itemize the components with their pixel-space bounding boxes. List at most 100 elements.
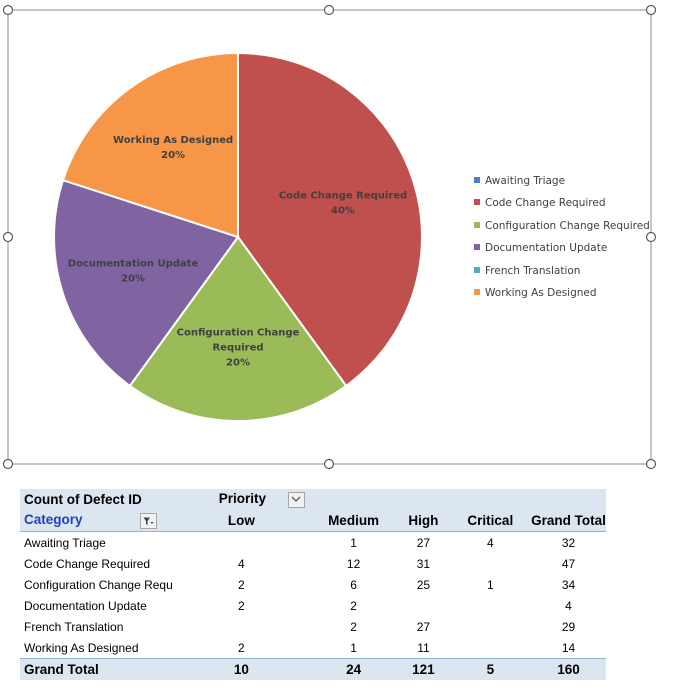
legend-swatch	[474, 244, 480, 251]
resize-handle[interactable]	[323, 458, 335, 470]
table-cell	[397, 595, 449, 616]
col-header-grand-total: Grand Total	[531, 510, 606, 532]
row-label: Working As Designed	[24, 640, 139, 655]
pivot-title: Count of Defect ID	[20, 489, 173, 510]
table-cell: 1	[350, 535, 357, 550]
table-cell: 27	[416, 535, 431, 550]
legend-item[interactable]: Awaiting Triage	[474, 172, 650, 194]
table-row: Awaiting Triage 1 27 4 32	[20, 532, 606, 554]
pie-chart: Code Change Required 40% Configuration Cha…	[2, 4, 657, 470]
table-cell: 12	[346, 556, 361, 571]
pie-slice-working-as-designed[interactable]	[61, 51, 239, 239]
table-cell: 11	[417, 640, 430, 655]
table-row: Configuration Change Requ 2 6 25 1 34	[20, 574, 606, 595]
total-cell: 24	[309, 658, 398, 680]
table-cell: 4	[238, 556, 245, 571]
table-cell: 47	[561, 556, 576, 571]
table-cell: 27	[416, 619, 431, 634]
row-label: Code Change Required	[24, 556, 151, 571]
resize-handle[interactable]	[2, 231, 14, 243]
legend-label: Code Change Required	[485, 197, 606, 210]
legend-item[interactable]: Configuration Change Required	[474, 217, 650, 239]
row-label: Awaiting Triage	[24, 535, 106, 550]
legend-item[interactable]: Code Change Required	[474, 194, 650, 216]
table-cell: 2	[238, 577, 245, 592]
table-cell: 2	[238, 640, 245, 655]
total-cell: 5	[449, 658, 531, 680]
slice-data-label: Documentation Update 20%	[68, 259, 199, 285]
table-row: French Translation 2 27 29	[20, 616, 606, 637]
chart-area[interactable]: Code Change Required 40% Configuration Cha…	[0, 0, 682, 480]
resize-handle[interactable]	[2, 458, 14, 470]
resize-handle[interactable]	[2, 4, 14, 16]
row-label: French Translation	[24, 619, 124, 634]
resize-handle[interactable]	[645, 231, 657, 243]
total-cell: 160	[531, 658, 606, 680]
table-cell	[173, 616, 310, 637]
legend-swatch	[474, 221, 480, 228]
table-cell: 6	[350, 577, 357, 592]
legend-label: Documentation Update	[485, 242, 608, 255]
priority-filter-button[interactable]	[287, 491, 305, 508]
slice-data-label: Code Change Required 40%	[279, 190, 407, 216]
table-cell: 2	[238, 598, 245, 613]
table-cell	[450, 616, 531, 637]
resize-handle[interactable]	[645, 4, 657, 16]
table-cell: 25	[416, 577, 431, 592]
slice-data-label: Configuration Change Required 20%	[177, 327, 300, 368]
table-row: Documentation Update 2 2 4	[20, 595, 606, 616]
legend-label: Configuration Change Required	[485, 219, 650, 232]
filter-icon	[143, 517, 154, 525]
table-cell: 2	[350, 619, 357, 634]
col-header-low: Low	[172, 510, 310, 532]
table-row: Code Change Required 4 12 31 47	[20, 553, 606, 574]
column-field-label: Priority	[218, 491, 267, 507]
total-cell: 121	[397, 658, 450, 680]
table-row: Working As Designed 2 1 11 14	[20, 637, 606, 659]
slice-data-label: Working As Designed 20%	[113, 135, 233, 161]
legend-swatch	[474, 177, 480, 183]
table-cell	[450, 595, 531, 616]
legend-label: French Translation	[485, 264, 581, 277]
grand-total-label: Grand Total	[20, 658, 173, 680]
table-cell: 29	[561, 619, 576, 634]
total-cell: 10	[172, 658, 310, 680]
row-label: Configuration Change Requ	[24, 577, 173, 592]
resize-handle[interactable]	[323, 4, 335, 16]
column-field-cell: Priority	[172, 489, 310, 510]
resize-handle[interactable]	[645, 458, 657, 470]
legend-swatch	[474, 288, 480, 295]
table-cell: 2	[350, 598, 357, 613]
table-cell: 31	[416, 556, 431, 571]
col-header-critical: Critical	[449, 510, 531, 532]
legend-item[interactable]: Working As Designed	[474, 284, 650, 306]
table-cell	[450, 637, 531, 659]
table-cell: 1	[486, 577, 494, 592]
table-cell: 4	[486, 535, 494, 550]
legend-label: Working As Designed	[485, 286, 597, 299]
table-cell	[173, 532, 310, 554]
legend-label: Awaiting Triage	[485, 175, 566, 187]
row-label: Documentation Update	[24, 598, 147, 613]
table-cell: 1	[350, 640, 357, 655]
legend-item[interactable]: French Translation	[474, 262, 650, 284]
chevron-down-icon	[291, 496, 301, 502]
col-header-high: High	[397, 510, 450, 532]
legend-swatch	[474, 266, 480, 273]
row-field-cell: Category	[20, 510, 173, 532]
table-cell	[450, 553, 531, 574]
row-field-label: Category	[24, 512, 83, 528]
table-cell: 34	[561, 577, 576, 592]
table-cell: 14	[561, 640, 576, 655]
col-header-medium: Medium	[309, 510, 398, 532]
pie-slice-documentation-update[interactable]	[53, 178, 240, 388]
category-filter-button[interactable]	[140, 512, 158, 529]
chart-legend: Awaiting Triage Code Change Required Confi…	[474, 172, 650, 306]
pie-slice-configuration-change-required[interactable]	[128, 235, 348, 422]
pie-slice-code-change-required[interactable]	[237, 51, 423, 388]
legend-swatch	[474, 199, 480, 206]
grand-total-row: Grand Total 10 24 121 5 160	[20, 658, 606, 680]
pivot-table: Count of Defect ID Priority Category Low…	[20, 489, 606, 680]
table-cell: 32	[561, 535, 576, 550]
legend-item[interactable]: Documentation Update	[474, 239, 650, 261]
